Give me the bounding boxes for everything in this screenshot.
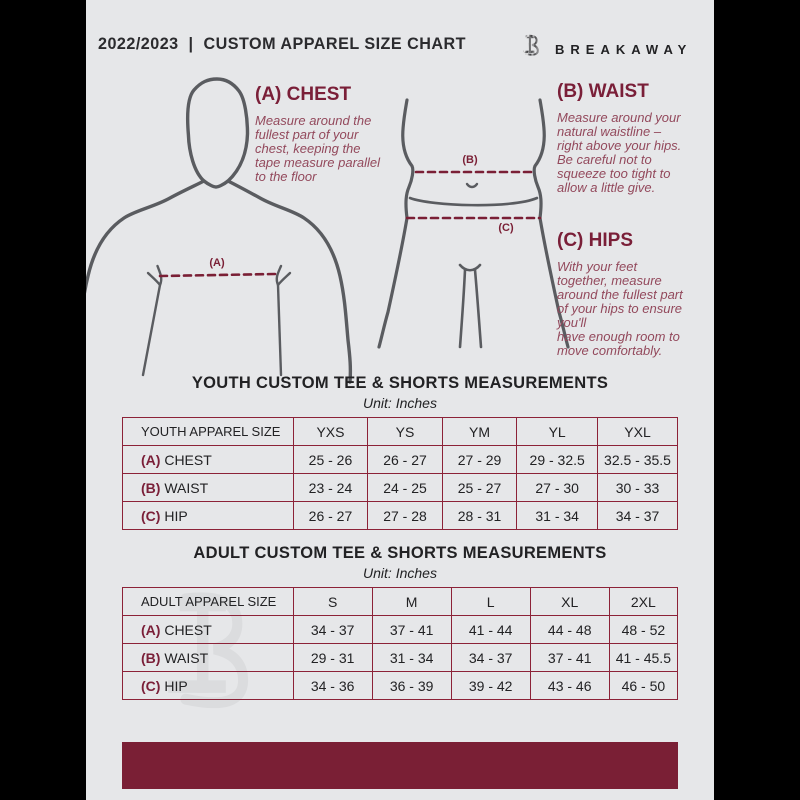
svg-text:(C): (C) [498, 222, 514, 234]
svg-text:(A): (A) [209, 257, 225, 269]
